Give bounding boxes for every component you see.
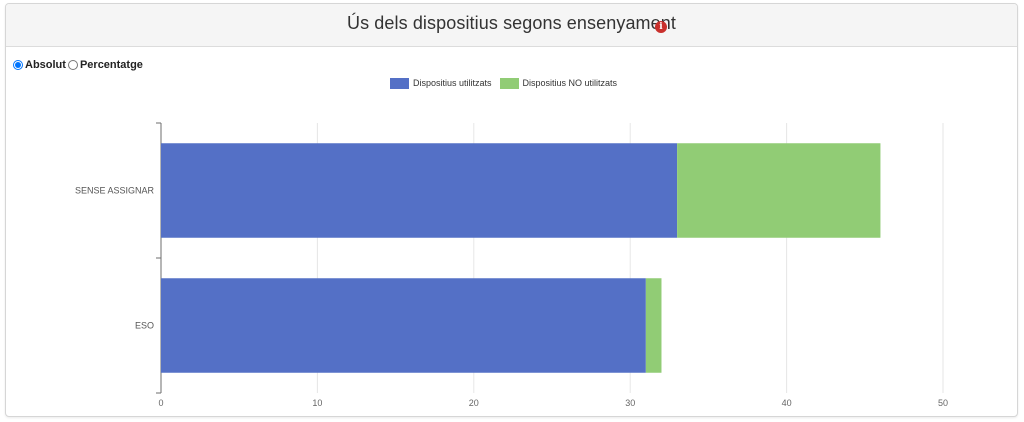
chart-legend: Dispositius utilitzats Dispositius NO ut… <box>390 76 625 90</box>
radio-absolut-label: Absolut <box>25 59 66 71</box>
x-tick-label: 30 <box>625 398 635 408</box>
legend-item-not-used[interactable]: Dispositius NO utilitzats <box>499 77 618 89</box>
radio-percentatge-label: Percentatge <box>79 59 143 71</box>
display-mode-radios: Absolut Percentatge <box>13 58 145 72</box>
panel-title: Ús dels dispositius segons ensenyament <box>347 13 676 33</box>
bar <box>645 278 662 373</box>
radio-percentatge[interactable]: Percentatge <box>67 59 143 71</box>
x-tick-label: 50 <box>938 398 948 408</box>
legend-label-used: Dispositius utilitzats <box>413 78 492 88</box>
x-tick-label: 20 <box>469 398 479 408</box>
legend-swatch-used <box>390 77 409 89</box>
radio-percentatge-input[interactable] <box>67 60 78 70</box>
x-tick-label: 10 <box>312 398 322 408</box>
legend-swatch-not-used <box>499 77 519 89</box>
bar <box>161 278 646 373</box>
x-tick-label: 0 <box>158 398 163 408</box>
category-label: ESO <box>135 321 154 331</box>
x-tick-label: 40 <box>782 398 792 408</box>
radio-absolut-input[interactable] <box>13 60 23 70</box>
panel-header: Ús dels dispositius segons ensenyament i <box>6 4 1017 47</box>
legend-label-not-used: Dispositius NO utilitzats <box>522 78 618 88</box>
category-label: SENSE ASSIGNAR <box>75 186 155 196</box>
info-icon[interactable]: i <box>655 21 667 33</box>
bar <box>161 143 678 238</box>
radio-absolut[interactable]: Absolut <box>13 59 66 71</box>
bar <box>677 143 881 238</box>
legend-item-used[interactable]: Dispositius utilitzats <box>390 77 492 89</box>
